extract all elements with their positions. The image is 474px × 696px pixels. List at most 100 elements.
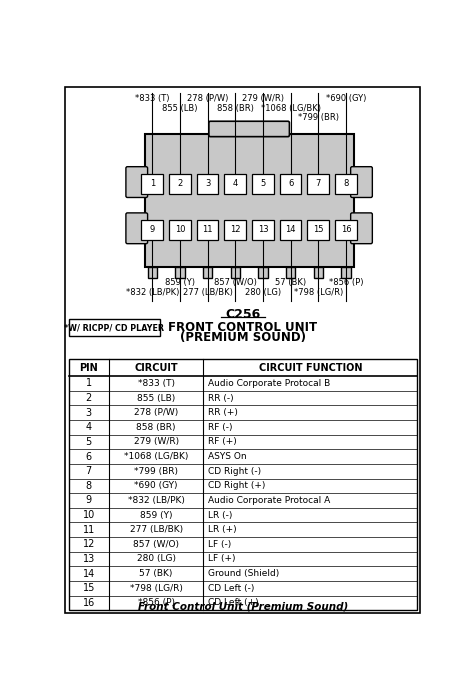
Text: 2: 2 [86, 393, 92, 403]
Text: *856 (P): *856 (P) [329, 278, 363, 287]
Text: 8: 8 [343, 179, 349, 188]
Text: CIRCUIT FUNCTION: CIRCUIT FUNCTION [259, 363, 362, 372]
Bar [147, 267, 157, 278]
Text: LR (+): LR (+) [208, 525, 237, 535]
Text: Audio Corporate Protocal B: Audio Corporate Protocal B [208, 379, 330, 388]
Text: *799 (BR): *799 (BR) [298, 113, 339, 122]
Text: RF (+): RF (+) [208, 438, 237, 446]
Text: 1: 1 [86, 379, 92, 388]
Text: 10: 10 [175, 226, 185, 235]
FancyBboxPatch shape [351, 213, 373, 244]
Text: 11: 11 [82, 525, 95, 535]
Bar [69, 359, 417, 610]
Text: PIN: PIN [79, 363, 98, 372]
Text: 1: 1 [150, 179, 155, 188]
Text: *690 (GY): *690 (GY) [134, 482, 178, 491]
Bar [175, 267, 184, 278]
Text: CIRCUIT: CIRCUIT [134, 363, 178, 372]
Text: 280 (LG): 280 (LG) [137, 555, 176, 564]
Text: 9: 9 [86, 496, 92, 505]
Text: 6: 6 [288, 179, 293, 188]
Bar [231, 267, 240, 278]
Text: 7: 7 [86, 466, 92, 476]
Text: 855 (LB): 855 (LB) [162, 104, 198, 113]
FancyBboxPatch shape [126, 213, 147, 244]
Text: ASYS On: ASYS On [208, 452, 246, 461]
Text: CD Left (+): CD Left (+) [208, 599, 259, 608]
Bar [69, 319, 160, 336]
Bar [280, 173, 301, 193]
Text: *798 (LG/R): *798 (LG/R) [130, 584, 182, 593]
Text: 6: 6 [86, 452, 92, 461]
Text: *1068 (LG/BK): *1068 (LG/BK) [261, 104, 320, 113]
FancyBboxPatch shape [351, 166, 373, 198]
Text: 2: 2 [177, 179, 182, 188]
Text: 859 (Y): 859 (Y) [140, 511, 173, 520]
FancyBboxPatch shape [126, 166, 147, 198]
Text: RR (+): RR (+) [208, 408, 238, 417]
Text: 279 (W/R): 279 (W/R) [242, 94, 284, 103]
Text: C256: C256 [225, 308, 261, 322]
Text: 57 (BK): 57 (BK) [275, 278, 306, 287]
Text: 16: 16 [341, 226, 351, 235]
Text: 8: 8 [86, 481, 92, 491]
Text: *798 (LG/R): *798 (LG/R) [294, 287, 343, 296]
Bar [341, 267, 351, 278]
Bar [145, 134, 354, 267]
Text: 7: 7 [316, 179, 321, 188]
Text: 15: 15 [313, 226, 324, 235]
Text: 277 (LB/BK): 277 (LB/BK) [182, 287, 233, 296]
FancyBboxPatch shape [209, 121, 290, 136]
Text: 57 (BK): 57 (BK) [139, 569, 173, 578]
Text: LR (-): LR (-) [208, 511, 232, 520]
Text: 10: 10 [82, 510, 95, 520]
Bar [169, 173, 191, 193]
Text: 855 (LB): 855 (LB) [137, 393, 175, 402]
Text: Ground (Shield): Ground (Shield) [208, 569, 279, 578]
Text: Audio Corporate Protocal A: Audio Corporate Protocal A [208, 496, 330, 505]
Text: 15: 15 [82, 583, 95, 593]
Text: 278 (P/W): 278 (P/W) [187, 94, 228, 103]
Text: 279 (W/R): 279 (W/R) [134, 438, 179, 446]
Text: LF (-): LF (-) [208, 540, 231, 549]
Bar [141, 220, 163, 240]
Text: *833 (T): *833 (T) [137, 379, 174, 388]
Text: CD Right (+): CD Right (+) [208, 482, 265, 491]
Text: 4: 4 [86, 422, 92, 432]
Text: (PREMIUM SOUND): (PREMIUM SOUND) [180, 331, 306, 345]
Bar [335, 173, 357, 193]
Text: 5: 5 [86, 437, 92, 447]
Text: 14: 14 [82, 569, 95, 578]
Text: *799 (BR): *799 (BR) [134, 467, 178, 475]
Text: 13: 13 [82, 554, 95, 564]
Bar [224, 220, 246, 240]
Text: 859 (Y): 859 (Y) [165, 278, 195, 287]
Text: 857 (W/O): 857 (W/O) [133, 540, 179, 549]
Text: 857 (W/O): 857 (W/O) [214, 278, 257, 287]
Text: 5: 5 [260, 179, 265, 188]
Bar [141, 173, 163, 193]
Text: Front Control Unit (Premium Sound): Front Control Unit (Premium Sound) [138, 602, 348, 612]
Text: 9: 9 [150, 226, 155, 235]
Text: 4: 4 [233, 179, 238, 188]
Text: RR (-): RR (-) [208, 393, 234, 402]
Text: *W/ RICPP/ CD PLAYER: *W/ RICPP/ CD PLAYER [64, 323, 164, 332]
Text: CD Left (-): CD Left (-) [208, 584, 255, 593]
Bar [203, 267, 212, 278]
Bar [197, 220, 219, 240]
Text: *832 (LB/PK): *832 (LB/PK) [126, 287, 179, 296]
Bar [224, 173, 246, 193]
Bar [197, 173, 219, 193]
Text: 280 (LG): 280 (LG) [245, 287, 281, 296]
Text: 277 (LB/BK): 277 (LB/BK) [129, 525, 182, 535]
Text: 858 (BR): 858 (BR) [217, 104, 254, 113]
Text: 16: 16 [82, 598, 95, 608]
Text: 3: 3 [86, 408, 92, 418]
Text: 11: 11 [202, 226, 213, 235]
Text: 12: 12 [82, 539, 95, 549]
Text: LF (+): LF (+) [208, 555, 236, 564]
Text: 12: 12 [230, 226, 240, 235]
Bar [258, 267, 268, 278]
Bar [252, 173, 274, 193]
Text: 14: 14 [285, 226, 296, 235]
